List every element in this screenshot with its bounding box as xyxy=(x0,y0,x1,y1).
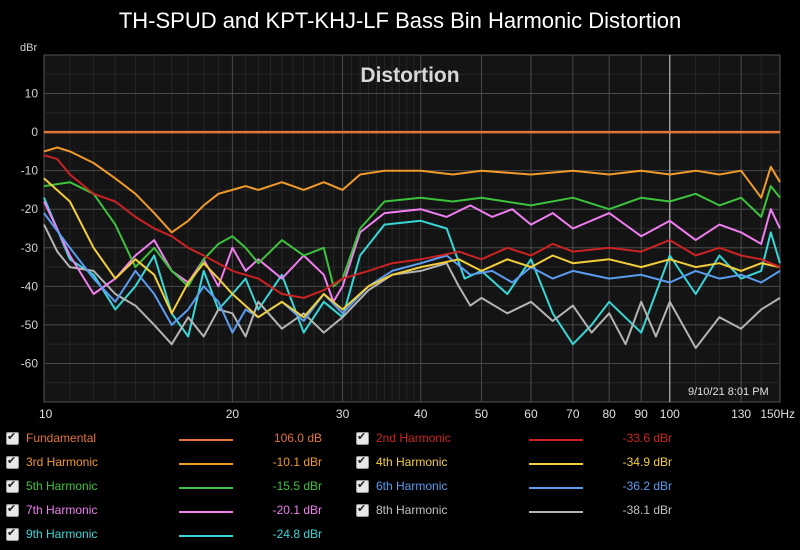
legend-checkbox[interactable] xyxy=(356,478,369,493)
y-tick-labels: 10 0 -10 -20 -30 -40 -50 -60 xyxy=(21,87,39,371)
legend-item: 7th Harmonic -20.1 dBr xyxy=(6,500,346,522)
x-tick-label: 20 xyxy=(226,407,240,421)
legend-value: -24.8 dBr xyxy=(272,527,322,541)
legend-checkbox[interactable] xyxy=(356,502,369,517)
legend-swatch xyxy=(529,487,583,489)
legend-swatch xyxy=(179,535,233,537)
legend-swatch xyxy=(529,463,583,465)
legend-swatch xyxy=(179,463,233,465)
y-tick-label: 10 xyxy=(25,87,39,101)
legend-swatch xyxy=(179,439,233,441)
legend-item: 2nd Harmonic -33.6 dBr xyxy=(356,428,696,450)
legend-value: -38.1 dBr xyxy=(622,503,672,517)
legend-value: -15.5 dBr xyxy=(272,479,322,493)
legend-value: -20.1 dBr xyxy=(272,503,322,517)
x-tick-label: 40 xyxy=(414,407,428,421)
series-lines xyxy=(43,130,781,349)
legend-item: 4th Harmonic -34.9 dBr xyxy=(356,452,696,474)
legend-label: 8th Harmonic xyxy=(376,503,448,517)
legend-label: Fundamental xyxy=(26,431,97,445)
legend-item: 6th Harmonic -36.2 dBr xyxy=(356,476,696,498)
x-tick-label: 90 xyxy=(634,407,648,421)
legend-swatch xyxy=(529,439,583,441)
y-tick-label: 0 xyxy=(31,125,38,139)
y-tick-label: -40 xyxy=(21,279,39,293)
legend-value: -10.1 dBr xyxy=(272,455,322,469)
x-tick-label: 100 xyxy=(660,407,680,421)
y-tick-label: -10 xyxy=(21,164,39,178)
legend-label: 9th Harmonic xyxy=(26,527,98,541)
y-tick-label: -60 xyxy=(21,356,39,370)
legend-item: Fundamental 106.0 dB xyxy=(6,428,346,450)
legend-checkbox[interactable] xyxy=(356,454,369,469)
legend-value: 106.0 dB xyxy=(273,431,322,445)
legend-item: 5th Harmonic -15.5 dBr xyxy=(6,476,346,498)
series-line-3rd-harmonic xyxy=(43,146,781,234)
legend-value: -34.9 dBr xyxy=(622,455,672,469)
legend-item: 9th Harmonic -24.8 dBr xyxy=(6,524,346,546)
x-tick-label: 70 xyxy=(566,407,580,421)
series-line-2nd-harmonic xyxy=(43,154,781,299)
x-tick-label: 60 xyxy=(524,407,538,421)
legend-checkbox[interactable] xyxy=(6,526,19,541)
legend-label: 3rd Harmonic xyxy=(26,455,99,469)
legend-checkbox[interactable] xyxy=(6,430,19,445)
x-tick-label: 130 xyxy=(731,407,751,421)
legend-value: -36.2 dBr xyxy=(622,479,672,493)
x-tick-labels: 10 20 30 40 50 60 70 80 90 100 130 150Hz xyxy=(39,407,795,421)
y-tick-label: -30 xyxy=(21,241,39,255)
y-tick-label: -20 xyxy=(21,202,39,216)
legend-item: 3rd Harmonic -10.1 dBr xyxy=(6,452,346,474)
legend-checkbox[interactable] xyxy=(356,430,369,445)
series-line-4th-harmonic xyxy=(43,177,781,319)
legend-label: 5th Harmonic xyxy=(26,479,98,493)
legend-swatch xyxy=(179,511,233,513)
x-tick-label: 10 xyxy=(39,407,53,421)
legend-swatch xyxy=(529,511,583,513)
legend-checkbox[interactable] xyxy=(6,478,19,493)
legend-label: 7th Harmonic xyxy=(26,503,98,517)
legend-checkbox[interactable] xyxy=(6,454,19,469)
legend-checkbox[interactable] xyxy=(6,502,19,517)
legend-label: 4th Harmonic xyxy=(376,455,448,469)
legend: Fundamental 106.0 dB 2nd Harmonic -33.6 dBr… xyxy=(0,428,800,550)
page-title: TH-SPUD and KPT-KHJ-LF Bass Bin Harmonic… xyxy=(118,8,682,33)
y-unit-label: dBr xyxy=(20,42,38,54)
timestamp: 9/10/21 8:01 PM xyxy=(688,386,769,398)
x-tick-label: 80 xyxy=(602,407,616,421)
distortion-chart[interactable]: 100-10-20-30-40-50-60 10 20 30 40 50 60 70 80 90… xyxy=(0,0,800,425)
legend-label: 6th Harmonic xyxy=(376,479,448,493)
y-tick-label: -50 xyxy=(21,318,39,332)
x-tick-label: 30 xyxy=(336,407,350,421)
x-tick-label: 150Hz xyxy=(760,407,795,421)
legend-item: 8th Harmonic -38.1 dBr xyxy=(356,500,696,522)
legend-value: -33.6 dBr xyxy=(622,431,672,445)
chart-title: Distortion xyxy=(360,64,459,87)
x-tick-label: 50 xyxy=(475,407,489,421)
series-line-8th-harmonic xyxy=(43,224,781,349)
legend-swatch xyxy=(179,487,233,489)
legend-label: 2nd Harmonic xyxy=(376,431,451,445)
